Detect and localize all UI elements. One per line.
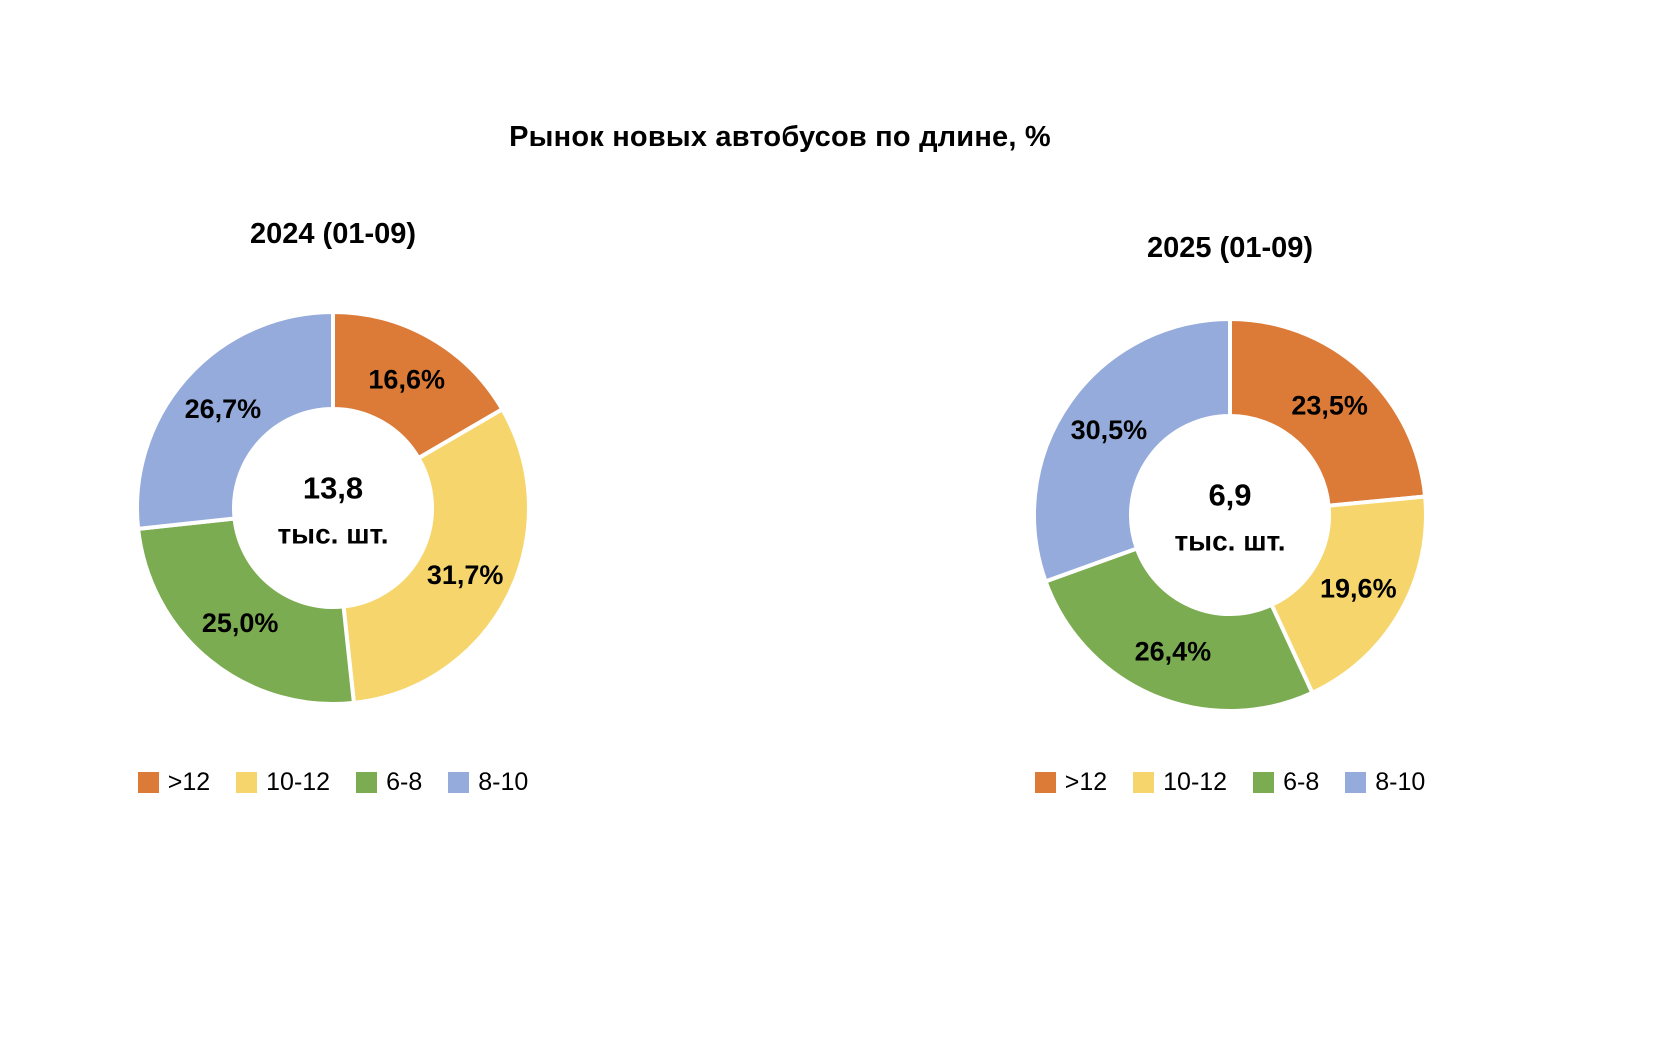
legend-item: 10-12 <box>236 770 330 795</box>
donut-slice-3 <box>135 310 335 531</box>
legend-label: 8-10 <box>1375 768 1426 796</box>
donut-slice-3 <box>1032 317 1232 584</box>
donut-chart-2025: 2025 (01-09) 23,5% 19,6% 26,4% 30,5% 6,9 тыс.… <box>1010 232 1450 912</box>
donut-2024: 16,6% 31,7% 25,0% 26,7% 13,8 тыс. шт. <box>123 298 543 718</box>
legend-label: 6-8 <box>386 768 423 796</box>
legend-item: 8-10 <box>448 770 528 795</box>
legend-label: >12 <box>167 768 211 796</box>
slice-value-label: 19,6% <box>1320 574 1397 604</box>
chart-subtitle-2024: 2024 (01-09) <box>249 218 417 250</box>
slice-value-label: 25,0% <box>202 608 279 638</box>
donut-2025: 23,5% 19,6% 26,4% 30,5% 6,9 тыс. шт. <box>1020 305 1440 725</box>
donut-center-value: 13,8 <box>303 471 363 506</box>
donut-slice-0 <box>1228 317 1428 508</box>
slice-value-label: 26,4% <box>1135 637 1212 667</box>
donut-chart-2024: 2024 (01-09) 16,6% 31,7% 25,0% 26,7% 13,8 тыс… <box>113 218 553 898</box>
donut-center-unit: тыс. шт. <box>1174 526 1285 557</box>
slice-value-label: 30,5% <box>1071 415 1148 445</box>
legend-item: 10-12 <box>1133 770 1227 795</box>
legend-item: 8-10 <box>1345 770 1425 795</box>
donut-center-value: 6,9 <box>1208 478 1251 513</box>
slice-value-label: 16,6% <box>368 365 445 395</box>
legend-item: 6-8 <box>356 770 422 795</box>
legend-label: >12 <box>1064 768 1108 796</box>
legend-swatch <box>236 772 258 793</box>
legend-item: >12 <box>1034 768 1108 796</box>
legend-item: >12 <box>137 768 211 796</box>
legend-label: 10-12 <box>266 768 331 796</box>
donut-slice-2 <box>1043 546 1315 713</box>
slice-value-label: 31,7% <box>427 560 504 590</box>
chart-subtitle-2025: 2025 (01-09) <box>1146 232 1314 264</box>
donut-slice-1 <box>341 407 531 705</box>
chart-title: Рынок новых автобусов по длине, % <box>509 121 1051 153</box>
legend-swatch <box>1034 772 1056 793</box>
legend-swatch <box>448 772 470 793</box>
legend-2024: >12 10-12 6-8 8-10 <box>113 770 553 795</box>
legend-label: 6-8 <box>1283 768 1320 796</box>
legend-swatch <box>1133 772 1155 793</box>
donut-slice-0 <box>331 310 505 461</box>
donut-slice-2 <box>136 516 356 706</box>
legend-swatch <box>137 772 159 793</box>
legend-2025: >12 10-12 6-8 8-10 <box>1010 770 1450 795</box>
donut-slice-1 <box>1269 494 1428 695</box>
slice-value-label: 26,7% <box>185 394 262 424</box>
legend-label: 8-10 <box>478 768 529 796</box>
legend-swatch <box>1253 772 1275 793</box>
donut-svg: 16,6% 31,7% 25,0% 26,7% 13,8 тыс. шт. <box>135 310 531 706</box>
legend-label: 10-12 <box>1163 768 1228 796</box>
legend-item: 6-8 <box>1253 770 1319 795</box>
legend-swatch <box>1345 772 1367 793</box>
donut-center-unit: тыс. шт. <box>277 519 388 550</box>
slice-value-label: 23,5% <box>1291 391 1368 421</box>
donut-svg: 23,5% 19,6% 26,4% 30,5% 6,9 тыс. шт. <box>1032 317 1428 713</box>
legend-swatch <box>356 772 378 793</box>
